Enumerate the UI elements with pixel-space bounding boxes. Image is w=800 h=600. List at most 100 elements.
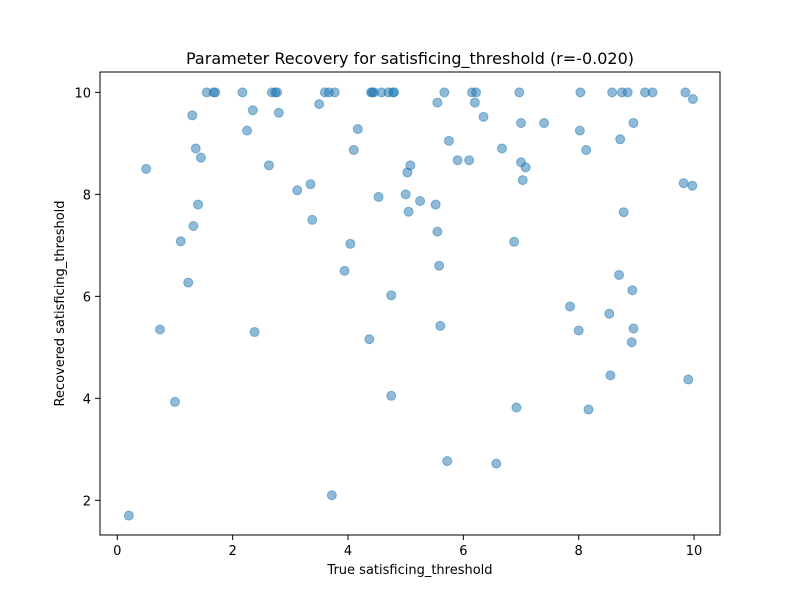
data-point bbox=[386, 390, 397, 401]
data-point bbox=[190, 143, 201, 154]
data-point bbox=[403, 206, 414, 217]
data-point bbox=[400, 189, 411, 200]
data-point bbox=[622, 87, 633, 98]
data-point bbox=[386, 290, 397, 301]
data-point bbox=[272, 87, 283, 98]
x-tick-label: 6 bbox=[459, 544, 467, 559]
data-point bbox=[352, 124, 363, 135]
data-point bbox=[345, 238, 356, 249]
plot-frame bbox=[99, 71, 721, 536]
data-point bbox=[478, 111, 489, 122]
data-point bbox=[175, 236, 186, 247]
data-point bbox=[183, 277, 194, 288]
x-tick-label: 10 bbox=[686, 544, 703, 559]
x-tick-label: 0 bbox=[113, 544, 121, 559]
data-point bbox=[373, 191, 384, 202]
data-point bbox=[195, 152, 206, 163]
data-point bbox=[511, 402, 522, 413]
data-point bbox=[326, 490, 337, 501]
data-point bbox=[581, 145, 592, 156]
data-point bbox=[443, 135, 454, 146]
data-point bbox=[565, 301, 576, 312]
data-point bbox=[509, 236, 520, 247]
data-point bbox=[339, 265, 350, 276]
data-point bbox=[517, 175, 528, 186]
y-tick-label: 8 bbox=[83, 188, 91, 203]
data-point bbox=[307, 214, 318, 225]
data-point bbox=[471, 87, 482, 98]
data-point bbox=[605, 370, 616, 381]
data-point bbox=[348, 145, 359, 156]
data-point bbox=[292, 185, 303, 196]
data-point bbox=[539, 117, 550, 128]
y-tick-label: 2 bbox=[83, 494, 91, 509]
data-point bbox=[442, 456, 453, 467]
x-tick-label: 4 bbox=[344, 544, 352, 559]
data-point bbox=[405, 160, 416, 171]
data-point bbox=[647, 87, 658, 98]
points-layer bbox=[123, 87, 698, 521]
data-point bbox=[439, 87, 450, 98]
data-point bbox=[607, 87, 618, 98]
data-point bbox=[169, 396, 180, 407]
data-point bbox=[364, 334, 375, 345]
data-point bbox=[435, 320, 446, 331]
data-point bbox=[415, 196, 426, 207]
data-point bbox=[141, 163, 152, 174]
data-point bbox=[452, 155, 463, 166]
x-axis: 0 2 4 6 8 10 bbox=[113, 535, 702, 559]
data-point bbox=[432, 226, 443, 237]
data-point bbox=[687, 180, 698, 191]
x-axis-label: True satisficing_threshold bbox=[326, 563, 492, 578]
data-point bbox=[432, 97, 443, 108]
x-tick-label: 8 bbox=[575, 544, 583, 559]
data-point bbox=[683, 374, 694, 385]
data-point bbox=[626, 337, 637, 348]
data-point bbox=[583, 404, 594, 415]
data-point bbox=[516, 117, 527, 128]
data-point bbox=[574, 125, 585, 136]
data-point bbox=[210, 87, 221, 98]
data-point bbox=[263, 160, 274, 171]
y-axis: 2 4 6 8 10 bbox=[74, 86, 100, 509]
data-point bbox=[628, 117, 639, 128]
data-point bbox=[464, 155, 475, 166]
data-point bbox=[188, 220, 199, 231]
data-point bbox=[305, 179, 316, 190]
y-tick-label: 6 bbox=[83, 290, 91, 305]
data-point bbox=[247, 105, 258, 116]
data-point bbox=[273, 107, 284, 118]
data-point bbox=[434, 260, 445, 271]
data-point bbox=[187, 110, 198, 121]
y-axis-label: Recovered satisficing_threshold bbox=[53, 200, 68, 406]
data-point bbox=[615, 134, 626, 145]
data-point bbox=[687, 94, 698, 105]
data-point bbox=[329, 87, 340, 98]
y-tick-label: 4 bbox=[83, 392, 91, 407]
data-point bbox=[237, 87, 248, 98]
chart-title: Parameter Recovery for satisficing_thres… bbox=[186, 49, 634, 69]
data-point bbox=[514, 87, 525, 98]
data-point bbox=[618, 207, 629, 218]
y-tick-label: 10 bbox=[74, 86, 91, 101]
data-point bbox=[614, 269, 625, 280]
x-tick-label: 2 bbox=[229, 544, 237, 559]
data-point bbox=[678, 178, 689, 189]
data-point bbox=[573, 325, 584, 336]
data-point bbox=[193, 199, 204, 210]
data-point bbox=[627, 285, 638, 296]
data-point bbox=[680, 87, 691, 98]
data-point bbox=[575, 87, 586, 98]
data-point bbox=[491, 458, 502, 469]
data-point bbox=[496, 143, 507, 154]
data-point bbox=[604, 308, 615, 319]
data-point bbox=[389, 87, 400, 98]
data-point bbox=[314, 99, 325, 110]
data-point bbox=[242, 125, 253, 136]
data-point bbox=[154, 324, 165, 335]
data-point bbox=[249, 327, 260, 338]
data-point bbox=[469, 97, 480, 108]
data-point bbox=[123, 510, 134, 521]
data-point bbox=[520, 162, 531, 173]
